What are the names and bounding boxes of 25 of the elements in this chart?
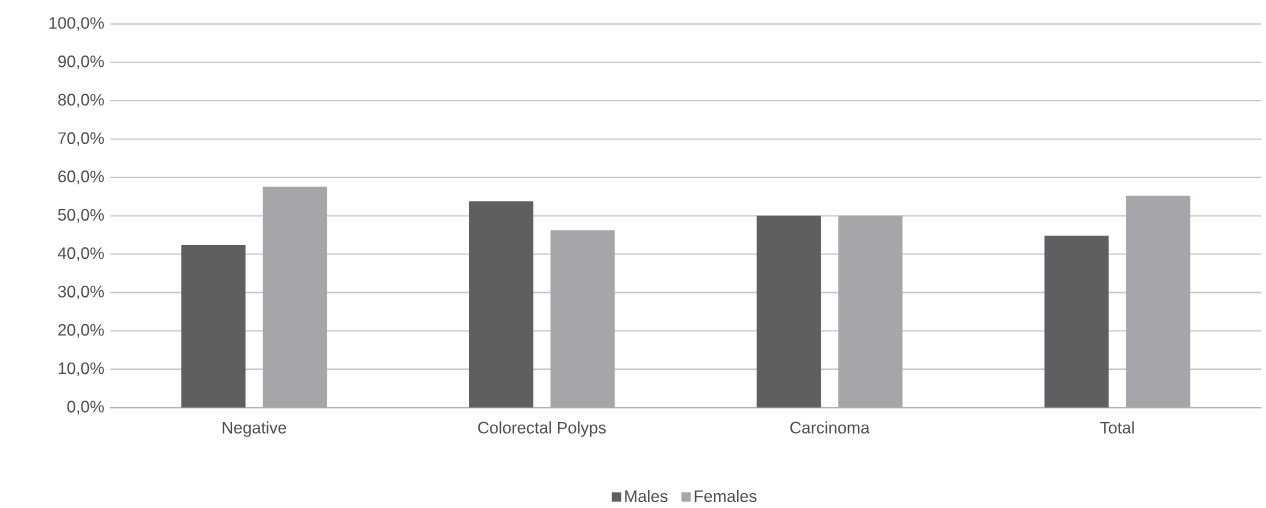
bar (262, 186, 328, 408)
y-tick-label: 20,0% (58, 323, 104, 338)
y-tick-label: 0,0% (67, 400, 104, 415)
bar (1125, 195, 1191, 408)
legend-label: Males (625, 489, 668, 502)
x-tick-label: Colorectal Polyps (478, 421, 606, 437)
y-tick-label: 60,0% (58, 170, 104, 185)
bar (838, 215, 903, 408)
y-tick-label: 70,0% (58, 132, 104, 146)
bar (756, 215, 821, 408)
bar (469, 201, 534, 408)
legend-label: Females (694, 489, 757, 502)
x-tick-label: Total (1100, 421, 1134, 434)
bar (1044, 235, 1109, 408)
y-tick-label: 30,0% (58, 285, 104, 300)
bar (181, 244, 246, 408)
y-tick-label: 10,0% (58, 362, 104, 376)
x-tick-label: Carcinoma (790, 421, 870, 434)
y-tick-label: 80,0% (58, 93, 104, 108)
y-tick-label: 100,0% (49, 16, 104, 31)
y-tick-label: 50,0% (58, 208, 104, 223)
bar (550, 230, 615, 408)
y-tick-label: 40,0% (57, 247, 104, 261)
y-tick-label: 90,0% (58, 55, 104, 70)
x-tick-label: Negative (222, 421, 287, 437)
